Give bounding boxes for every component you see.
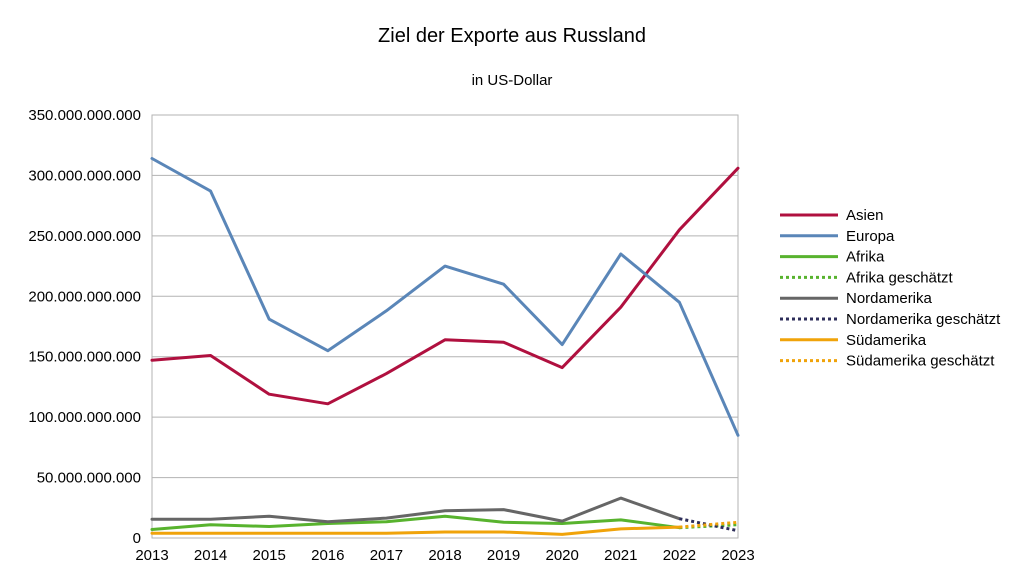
y-tick-label: 350.000.000.000 [28, 107, 141, 124]
series-lines [150, 157, 740, 536]
x-tick-label: 2016 [311, 547, 344, 564]
legend-label: Nordamerika geschätzt [846, 311, 1001, 328]
x-tick-label: 2015 [253, 547, 286, 564]
legend-label: Südamerika geschätzt [846, 353, 995, 370]
series-line-afrika [150, 514, 681, 531]
y-tick-label: 200.000.000.000 [28, 288, 141, 305]
chart-subtitle: in US-Dollar [472, 72, 553, 89]
legend: Asien Europa Afrika Afrika geschätzt Nordame… [780, 207, 1001, 370]
x-tick-label: 2013 [135, 547, 168, 564]
y-tick-label: 0 [133, 530, 141, 547]
plot-area [151, 114, 739, 539]
x-tick-label: 2014 [194, 547, 227, 564]
legend-label: Südamerika [846, 332, 927, 349]
x-axis: 2013 2014 2015 2016 2017 2018 2019 2020 2021 2022… [135, 547, 754, 564]
legend-label: Nordamerika [846, 290, 933, 307]
y-tick-label: 250.000.000.000 [28, 228, 141, 245]
x-tick-label: 2021 [604, 547, 637, 564]
y-axis: 0 50.000.000.000 100.000.000.000 150.000.00… [28, 107, 141, 547]
series-line-südamerika-geschätzt [679, 520, 739, 529]
y-tick-label: 100.000.000.000 [28, 409, 141, 426]
legend-label: Asien [846, 207, 884, 224]
x-tick-label: 2020 [546, 547, 579, 564]
chart-title: Ziel der Exporte aus Russland [378, 25, 646, 47]
y-tick-label: 150.000.000.000 [28, 349, 141, 366]
legend-label: Europa [846, 228, 895, 245]
x-tick-label: 2019 [487, 547, 520, 564]
series-line-europa [150, 157, 740, 437]
series-line-südamerika [150, 525, 681, 536]
y-tick-label: 50.000.000.000 [37, 470, 141, 487]
series-line-asien [150, 166, 740, 406]
series-line-nordamerika-geschätzt [679, 517, 739, 533]
legend-label: Afrika geschätzt [846, 269, 954, 286]
series-line-nordamerika [150, 496, 681, 524]
legend-label: Afrika [846, 249, 885, 266]
series-line-afrika-geschätzt [679, 523, 739, 530]
x-tick-label: 2022 [663, 547, 696, 564]
y-tick-label: 300.000.000.000 [28, 167, 141, 184]
gridlines [152, 114, 738, 539]
x-tick-label: 2018 [428, 547, 461, 564]
x-tick-label: 2017 [370, 547, 403, 564]
x-tick-label: 2023 [721, 547, 754, 564]
